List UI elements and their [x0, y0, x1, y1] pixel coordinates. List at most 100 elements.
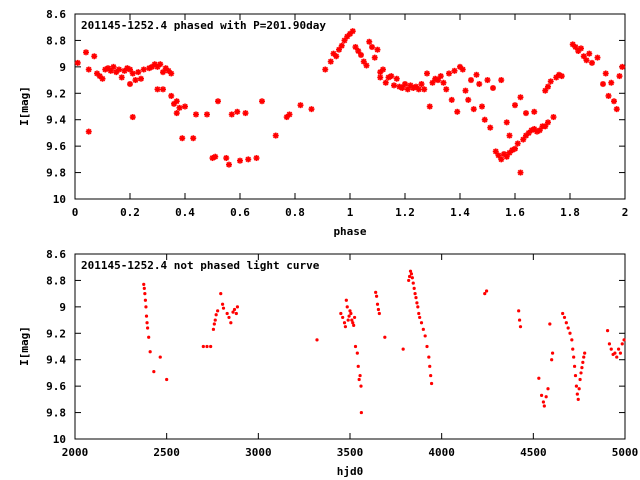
- data-point: [182, 103, 188, 110]
- data-point: [479, 103, 485, 110]
- data-point: [99, 75, 106, 82]
- x-tick-label: 0: [72, 206, 79, 219]
- data-point: [127, 66, 133, 73]
- x-tick-label: 0.4: [175, 206, 195, 219]
- data-point: [487, 124, 494, 131]
- data-point: [205, 344, 209, 349]
- data-point: [573, 373, 578, 378]
- data-point: [116, 66, 122, 73]
- data-point: [616, 73, 623, 80]
- x-tick-label: 0.2: [120, 206, 140, 219]
- data-point: [577, 387, 581, 391]
- data-point: [424, 70, 430, 77]
- data-point: [558, 73, 565, 80]
- data-point: [348, 309, 352, 313]
- data-point: [132, 77, 139, 84]
- data-point: [542, 123, 549, 130]
- data-point: [355, 48, 362, 54]
- data-point: [408, 269, 413, 273]
- data-point: [576, 397, 580, 401]
- data-point: [548, 322, 552, 326]
- x-tick-label: 0.6: [230, 206, 250, 219]
- data-point: [484, 77, 491, 84]
- x-tick-label: 1.6: [505, 206, 525, 219]
- data-point: [229, 321, 233, 325]
- data-point: [608, 79, 615, 86]
- data-point: [579, 371, 583, 375]
- data-point: [589, 59, 595, 66]
- data-point: [409, 272, 414, 276]
- x-tick-label: 2: [622, 206, 629, 219]
- data-point: [416, 305, 420, 309]
- data-point: [350, 318, 354, 322]
- data-point: [359, 384, 363, 388]
- data-point: [83, 49, 89, 56]
- data-point: [547, 78, 554, 85]
- data-point: [564, 321, 568, 325]
- data-points: [142, 269, 626, 415]
- data-point: [85, 66, 92, 73]
- data-point: [212, 153, 219, 160]
- y-axis-title: I[mag]: [18, 86, 31, 126]
- data-points: [74, 28, 626, 176]
- y-tick-label: 9.2: [46, 87, 66, 100]
- data-point: [468, 77, 474, 84]
- data-point: [520, 136, 527, 143]
- data-point: [582, 355, 586, 359]
- data-point: [118, 74, 125, 81]
- data-point: [374, 290, 378, 294]
- data-point: [607, 342, 612, 346]
- data-point: [517, 169, 524, 176]
- data-point: [571, 347, 575, 351]
- data-point: [615, 355, 619, 359]
- data-point: [376, 307, 381, 312]
- data-point: [91, 53, 98, 60]
- data-point: [143, 292, 147, 296]
- data-point: [562, 315, 567, 320]
- data-point: [580, 366, 584, 370]
- data-point: [148, 350, 152, 354]
- data-point: [514, 140, 521, 147]
- x-tick-label: 3500: [337, 446, 364, 459]
- data-point: [545, 83, 551, 90]
- data-point: [349, 311, 353, 316]
- data-point: [338, 42, 345, 49]
- data-point: [234, 311, 238, 316]
- data-point: [443, 86, 450, 93]
- data-point: [209, 344, 213, 349]
- data-point: [536, 127, 543, 134]
- data-point: [574, 384, 579, 388]
- data-point: [352, 315, 357, 320]
- data-point: [110, 63, 117, 70]
- y-tick-label: 9.8: [46, 407, 66, 420]
- data-point: [415, 86, 422, 93]
- x-tick-label: 4500: [520, 446, 547, 459]
- y-tick-label: 9.4: [46, 114, 66, 127]
- data-point: [382, 79, 389, 86]
- data-point: [158, 355, 162, 359]
- data-point: [359, 410, 363, 415]
- data-point: [374, 294, 379, 298]
- data-point: [327, 58, 334, 65]
- data-point: [221, 306, 226, 310]
- data-point: [503, 119, 510, 126]
- data-point: [609, 347, 613, 351]
- x-axis-title: hjd0: [337, 465, 364, 478]
- data-point: [428, 364, 432, 368]
- data-point: [160, 69, 166, 76]
- unphased-light-curve-panel: 2000 2500 3000 3500 4000 4500 5000 8.6 8.8 9 9.2 9…: [18, 248, 638, 478]
- data-point: [245, 156, 252, 163]
- data-point: [605, 92, 612, 99]
- data-point: [377, 74, 384, 81]
- data-point: [411, 281, 415, 285]
- y-tick-labels: 8.6 8.8 9 9.2 9.4 9.6 9.8 10: [46, 248, 66, 446]
- phased-light-curve-panel: 0 0.2 0.4 0.6 0.8 1 1.2 1.4 1.6 1.8 2 8.6 8.8 9 9.2 9.…: [18, 8, 628, 238]
- data-point: [341, 315, 345, 320]
- data-point: [235, 305, 240, 309]
- data-point: [144, 314, 149, 318]
- data-point: [418, 315, 422, 320]
- data-point: [216, 309, 220, 313]
- data-point: [414, 296, 418, 300]
- data-point: [586, 50, 593, 57]
